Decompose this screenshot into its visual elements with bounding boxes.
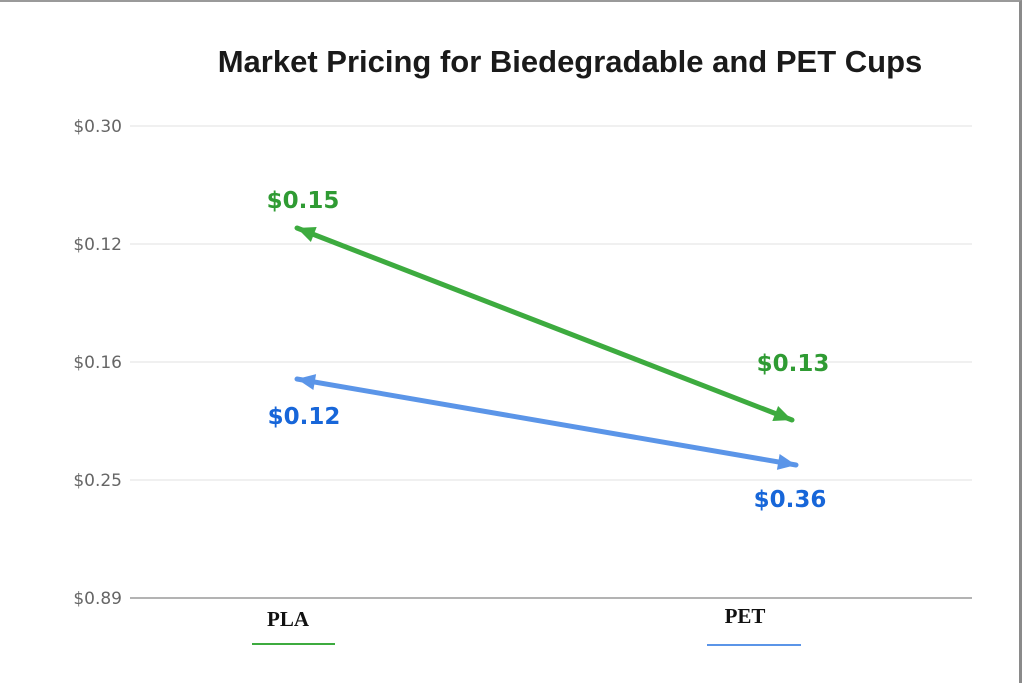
arrowhead-point bbox=[776, 454, 796, 470]
arrowhead-point bbox=[772, 406, 792, 421]
data-label: $0.15 bbox=[267, 188, 340, 214]
data-label: $0.36 bbox=[754, 487, 827, 513]
y-tick-label: $0.89 bbox=[73, 589, 122, 609]
series-line bbox=[294, 376, 799, 468]
data-label: $0.13 bbox=[757, 351, 830, 377]
x-category-label: PET bbox=[725, 604, 766, 628]
y-tick-label: $0.30 bbox=[73, 117, 122, 137]
arrowhead-point bbox=[297, 227, 317, 242]
data-label: $0.12 bbox=[268, 404, 341, 430]
y-tick-label: $0.12 bbox=[73, 235, 122, 255]
x-category-label: PLA bbox=[267, 607, 310, 631]
chart-title: Market Pricing for Biedegradable and PET… bbox=[218, 44, 923, 79]
y-tick-label: $0.25 bbox=[73, 471, 122, 491]
arrowhead-point bbox=[297, 374, 317, 390]
series-line bbox=[294, 225, 795, 423]
y-tick-label: $0.16 bbox=[73, 353, 122, 373]
